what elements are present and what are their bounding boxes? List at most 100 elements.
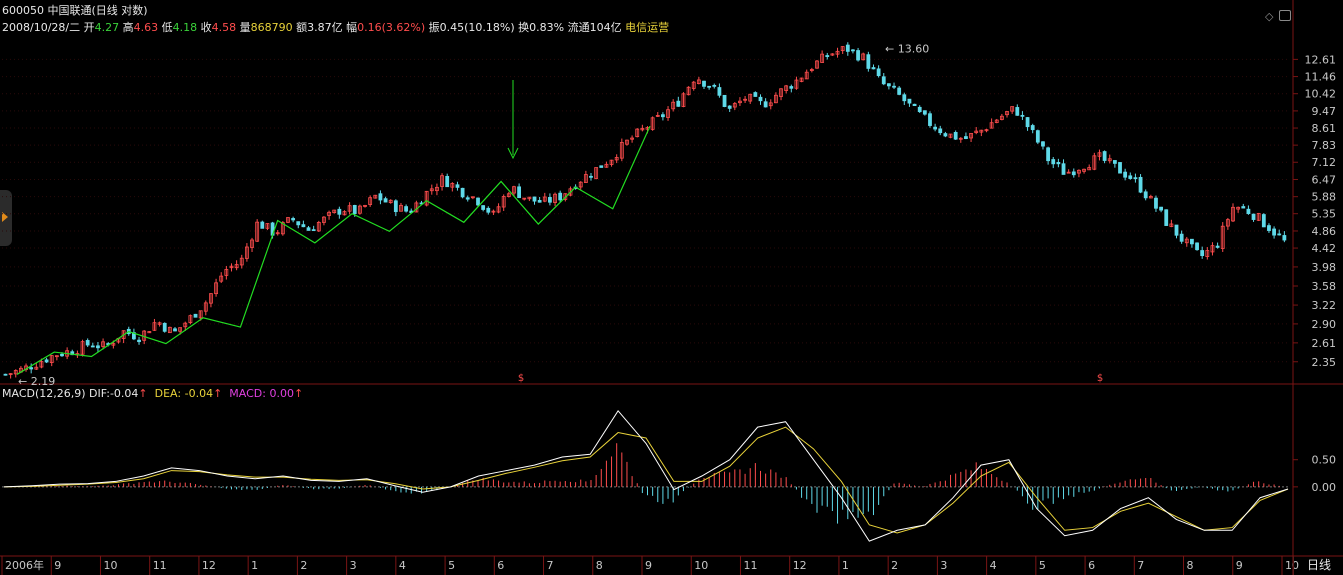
price-tick-label: 5.35: [1312, 208, 1337, 221]
candle-body: [686, 86, 691, 96]
candle-body: [892, 85, 896, 88]
candle-body: [1107, 158, 1112, 162]
candle-body: [260, 221, 265, 229]
dea-value: -0.04: [184, 387, 214, 400]
candle-body: [229, 265, 234, 269]
macd-value: 0.00: [269, 387, 294, 400]
candle-body: [1277, 233, 1282, 236]
candle-body: [265, 223, 270, 229]
candle-body: [1220, 225, 1225, 249]
dif-line: [3, 410, 1289, 542]
time-tick-label: 10: [1285, 559, 1299, 572]
candle-body: [907, 98, 912, 104]
window-icon[interactable]: [1279, 10, 1291, 21]
candle-body: [1210, 245, 1215, 253]
price-tick-label: 4.86: [1312, 225, 1337, 238]
price-axis: 12.61 11.46 10.42 9.47 8.61 7.83 7.12 6.47 5.88 5…: [1293, 53, 1337, 369]
candle-body: [984, 129, 989, 132]
candle-body: [1025, 117, 1030, 128]
time-tick-label: 8: [596, 559, 603, 572]
candle-body: [234, 264, 239, 269]
candle-body: [830, 53, 835, 56]
candle-body: [1241, 206, 1246, 209]
candle-body: [912, 103, 917, 107]
candle-body: [537, 200, 542, 203]
change-label: 幅: [346, 21, 358, 34]
candle-body: [917, 106, 922, 113]
candle-body: [979, 129, 984, 133]
candle-body: [167, 326, 172, 334]
candle-body: [953, 132, 958, 140]
candle-body: [558, 192, 563, 201]
candle-body: [388, 199, 393, 204]
candle-body: [147, 331, 152, 334]
candle-body: [209, 293, 213, 304]
candle-body: [501, 196, 506, 208]
candle-body: [804, 71, 809, 80]
dif-label: DIF:: [89, 387, 110, 400]
candle-body: [440, 175, 444, 187]
candle-body: [214, 282, 218, 295]
candle-body: [1035, 130, 1040, 143]
candle-body: [193, 313, 198, 318]
candle-body: [1041, 141, 1045, 147]
candle-body: [1015, 107, 1020, 116]
candle-body: [383, 198, 388, 203]
candle-body: [347, 205, 352, 212]
candle-body: [450, 183, 455, 188]
candle-body: [445, 175, 450, 188]
candle-body: [522, 197, 527, 200]
candle-body: [578, 181, 583, 188]
candle-body: [1030, 125, 1035, 131]
float-value: 104亿: [589, 21, 622, 34]
candle-body: [943, 133, 948, 137]
candle-body: [702, 80, 706, 87]
candle-body: [542, 196, 547, 202]
candle-body: [989, 122, 994, 129]
candle-body: [717, 87, 722, 96]
quote-info-row: 2008/10/28/二 开4.27 高4.63 低4.18 收4.58 量86…: [2, 21, 669, 34]
price-tick-label: 11.46: [1305, 71, 1337, 84]
candle-body: [789, 86, 794, 89]
candle-body: [820, 53, 825, 63]
candle-body: [517, 186, 521, 199]
time-tick-label: 11: [743, 559, 757, 572]
candle-body: [316, 222, 321, 232]
restore-icon[interactable]: ◇: [1265, 10, 1274, 23]
candle-body: [1102, 151, 1107, 161]
sector-link[interactable]: 电信运营: [625, 21, 670, 34]
candle-body: [871, 67, 876, 70]
side-panel-toggle[interactable]: [0, 190, 12, 246]
candle-body: [881, 76, 886, 85]
dea-arrow: ↑: [213, 387, 223, 400]
candle-body: [815, 60, 819, 69]
candle-body: [455, 184, 460, 188]
time-tick-label: 4: [990, 559, 997, 572]
low-label: 低: [161, 21, 173, 34]
dif-value: -0.04: [109, 387, 139, 400]
annotations: ← 13.60 ← 2.19 $ $: [18, 42, 1103, 388]
candle-body: [34, 366, 39, 370]
time-tick-label: 9: [54, 559, 61, 572]
candle-body: [727, 105, 732, 109]
candle-body: [974, 130, 979, 134]
candle-body: [1010, 106, 1015, 112]
candle-body: [779, 88, 783, 97]
candle-body: [589, 175, 593, 178]
candle-body: [111, 343, 116, 346]
time-tick-label: 5: [448, 559, 455, 572]
candle-body: [157, 322, 162, 325]
candle-body: [1138, 176, 1143, 193]
time-tick-label: 2: [891, 559, 898, 572]
candle-body: [101, 341, 105, 347]
time-tick-label: 10: [694, 559, 708, 572]
candle-body: [758, 96, 763, 102]
time-tick-label: 10: [103, 559, 117, 572]
candle-body: [188, 315, 193, 324]
chart-title-row: 600050 中国联通(日线 对数): [2, 4, 148, 17]
candle-body: [922, 110, 927, 115]
period-selector[interactable]: 日线: [1293, 556, 1343, 575]
candle-body: [496, 206, 501, 213]
candle-body: [1159, 206, 1163, 211]
